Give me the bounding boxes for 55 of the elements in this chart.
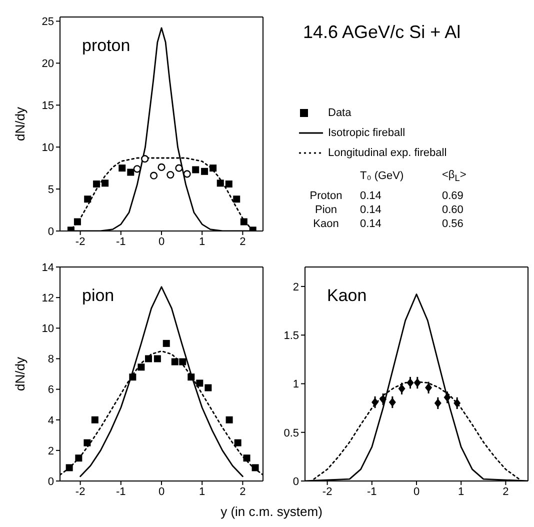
y-tick-label: 5 [48,184,54,196]
x-tick-label: 2 [240,486,246,498]
y-axis-title: dN/dy [12,356,28,391]
y-tick-label: 2 [48,445,54,458]
x-axis-title: y (in c.m. system) [220,504,324,519]
x-tick-label: 0 [158,486,165,498]
text: 0.14 [359,203,382,218]
text: T₀ (GeV) [359,169,405,184]
x-tick-label: 2 [502,486,509,498]
x-tick-label: 1 [199,486,206,498]
x-tick-label: -1 [116,236,126,248]
x-tick-label: 0 [413,486,420,498]
x-tick-label: -1 [367,486,377,498]
text: Pion [314,203,338,218]
x-tick-label: 0 [158,236,165,248]
x-tick-label: 1 [199,236,206,248]
y-tick-label: 10 [42,142,54,154]
x-tick-label: -1 [116,486,126,498]
text: 0.60 [441,203,464,218]
y-tick-label: 0 [292,476,299,488]
legend-label: Data [328,107,352,119]
x-tick-label: -2 [75,236,86,248]
legend-label: Isotropic fireball [328,127,406,139]
y-tick-label: 2 [292,281,299,294]
text: <β$_{L}$> [441,168,468,186]
text: Proton [308,189,344,204]
y-tick-label: 1.5 [284,330,299,342]
y-tick-label: 14 [42,262,54,274]
text: 0.14 [359,217,382,232]
y-tick-label: 20 [42,58,54,70]
y-tick-label: 0.5 [284,427,299,440]
text: Kaon [312,217,340,232]
text: 14.6 AGeV/c Si + Al [303,22,461,43]
y-tick-label: 1 [292,378,299,391]
x-tick-label: 2 [240,236,246,248]
x-tick-label: -2 [322,486,332,498]
y-tick-label: 0 [48,226,54,238]
x-tick-label: 1 [458,486,464,498]
text: 0.14 [359,189,382,204]
annotation: pion [82,286,114,306]
y-tick-label: 10 [42,323,54,336]
y-tick-label: 6 [48,384,54,396]
annotation: Kaon [327,286,367,306]
y-tick-label: 15 [42,100,54,112]
y-tick-label: 0 [48,476,54,488]
y-tick-label: 12 [42,292,54,304]
text: 0.56 [441,217,464,232]
y-tick-label: 8 [48,354,54,366]
annotation: proton [82,36,130,56]
text: 0.69 [441,189,464,204]
y-tick-label: 25 [42,16,54,28]
y-axis-title: dN/dy [12,106,28,141]
y-tick-label: 4 [48,414,54,427]
legend-label: Longitudinal exp. fireball [328,147,447,159]
x-tick-label: -2 [75,486,86,498]
